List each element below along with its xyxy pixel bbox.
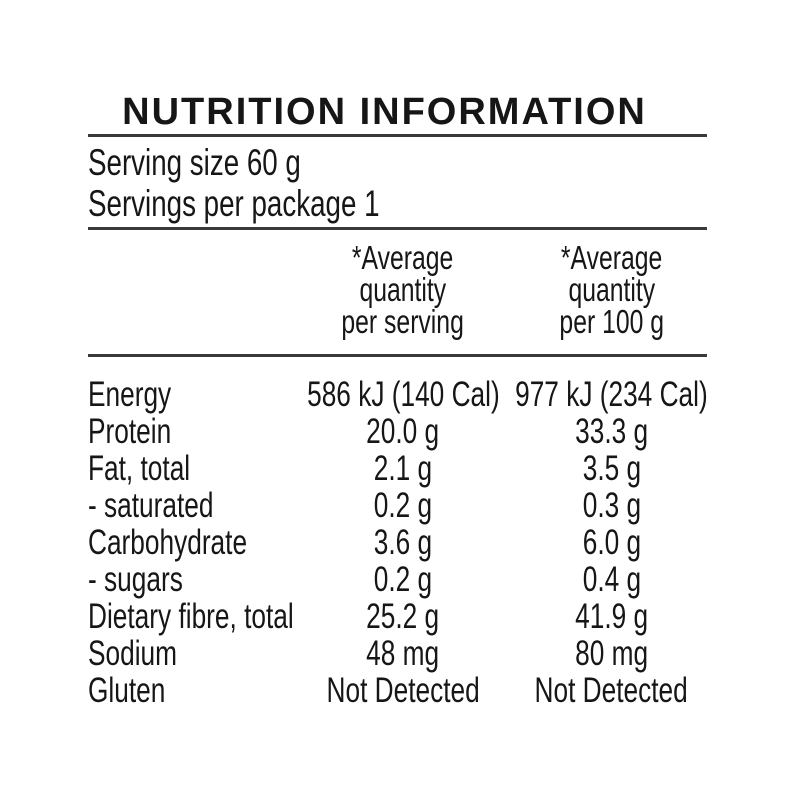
serving-info: Serving size 60 g Servings per package 1 xyxy=(88,142,477,224)
value-per-serving: 2.1 g xyxy=(373,449,433,488)
servings-per-package-line: Servings per package 1 xyxy=(88,183,477,224)
value-per-100g: 33.3 g xyxy=(575,412,648,451)
value-per-100g: 3.5 g xyxy=(582,449,641,488)
nutrient-label: Gluten xyxy=(88,671,166,710)
value-per-serving: 3.6 g xyxy=(373,523,433,562)
nutrition-information-panel: NUTRITION INFORMATION Serving size 60 g … xyxy=(88,90,708,740)
nutrient-row-saturated: - saturated 0.2 g 0.3 g xyxy=(88,487,707,524)
value-per-serving: Not Detected xyxy=(326,671,480,710)
header-line: quantity xyxy=(359,271,447,308)
nutrient-label: - saturated xyxy=(88,486,214,525)
value-per-100g: 977 kJ (234 Cal) xyxy=(515,375,708,414)
column-header-per-100g: *Average quantity per 100 g xyxy=(516,239,707,340)
nutrient-row-sodium: Sodium 48 mg 80 mg xyxy=(88,635,707,672)
value-per-serving: 586 kJ (140 Cal) xyxy=(306,375,500,414)
nutrient-table: Energy 586 kJ (140 Cal) 977 kJ (234 Cal)… xyxy=(88,375,708,709)
value-per-100g: 0.3 g xyxy=(582,486,641,525)
servings-per-package-text: Servings per package 1 xyxy=(88,183,380,224)
value-per-serving: 25.2 g xyxy=(366,597,440,636)
nutrient-row-sugars: - sugars 0.2 g 0.4 g xyxy=(88,561,707,598)
value-per-100g: 80 mg xyxy=(575,634,648,673)
nutrient-row-dietary-fibre: Dietary fibre, total 25.2 g 41.9 g xyxy=(88,598,707,635)
nutrient-label: Fat, total xyxy=(88,449,191,488)
nutrient-label: Dietary fibre, total xyxy=(88,597,294,636)
value-per-100g: 41.9 g xyxy=(575,597,648,636)
value-per-serving: 0.2 g xyxy=(373,560,433,599)
panel-title: NUTRITION INFORMATION xyxy=(122,91,647,133)
header-line: per serving xyxy=(341,303,465,340)
nutrient-label: - sugars xyxy=(88,560,183,599)
value-per-serving: 20.0 g xyxy=(366,412,440,451)
header-line: *Average xyxy=(352,239,454,276)
value-per-100g: Not Detected xyxy=(534,671,689,710)
nutrient-row-protein: Protein 20.0 g 33.3 g xyxy=(88,413,707,450)
nutrient-row-fat-total: Fat, total 2.1 g 3.5 g xyxy=(88,450,707,487)
nutrient-label: Protein xyxy=(88,412,172,451)
serving-size-line: Serving size 60 g xyxy=(88,142,477,183)
header-line: quantity xyxy=(568,271,655,308)
nutrient-row-gluten: Gluten Not Detected Not Detected xyxy=(88,672,707,709)
nutrient-row-energy: Energy 586 kJ (140 Cal) 977 kJ (234 Cal) xyxy=(88,375,708,414)
nutrient-label: Energy xyxy=(88,375,172,414)
value-per-serving: 0.2 g xyxy=(373,486,433,525)
divider-under-serving-info xyxy=(88,227,707,230)
column-headers: *Average quantity per serving *Average q… xyxy=(88,239,707,340)
divider-under-headers xyxy=(88,354,707,357)
value-per-100g: 0.4 g xyxy=(582,560,641,599)
column-header-per-serving: *Average quantity per serving xyxy=(310,239,496,340)
header-line: *Average xyxy=(560,239,663,276)
nutrient-label: Sodium xyxy=(88,634,178,673)
header-line: per 100 g xyxy=(559,303,664,340)
nutrient-row-carbohydrate: Carbohydrate 3.6 g 6.0 g xyxy=(88,524,707,561)
nutrient-label: Carbohydrate xyxy=(88,523,248,562)
value-per-serving: 48 mg xyxy=(366,634,440,673)
value-per-100g: 6.0 g xyxy=(582,523,641,562)
divider-under-title xyxy=(88,134,707,137)
serving-size-text: Serving size 60 g xyxy=(88,142,301,183)
